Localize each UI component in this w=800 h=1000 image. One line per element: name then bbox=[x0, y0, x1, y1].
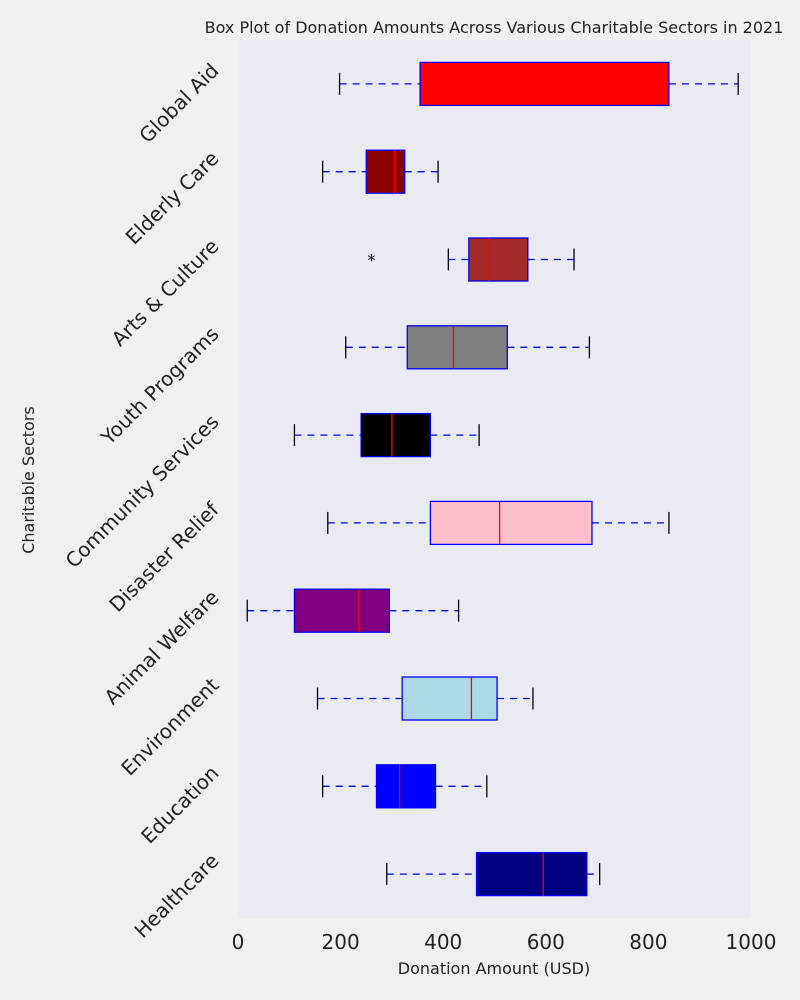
plot-area bbox=[238, 40, 751, 918]
chart-title: Box Plot of Donation Amounts Across Vari… bbox=[205, 18, 784, 37]
iqr-box-elderly-care bbox=[365, 149, 406, 194]
chart-marks: * bbox=[246, 61, 739, 897]
iqr-box-community-services bbox=[360, 412, 432, 458]
box-arts-culture: * bbox=[367, 237, 575, 282]
x-tick-label: 600 bbox=[527, 930, 565, 954]
x-tick-label: 400 bbox=[424, 930, 462, 954]
box-healthcare bbox=[386, 851, 601, 897]
y-axis-label: Charitable Sectors bbox=[19, 406, 38, 554]
box-youth-programs bbox=[345, 325, 591, 370]
x-axis-label: Donation Amount (USD) bbox=[398, 959, 590, 978]
box-animal-welfare bbox=[246, 588, 460, 633]
box-environment bbox=[316, 676, 534, 721]
iqr-box-animal-welfare bbox=[293, 588, 390, 633]
iqr-box-youth-programs bbox=[406, 325, 508, 370]
box-elderly-care bbox=[321, 149, 439, 194]
x-tick-label: 0 bbox=[232, 930, 245, 954]
iqr-box-arts-culture bbox=[468, 237, 529, 282]
iqr-box-education bbox=[375, 764, 437, 809]
flier-arts-culture-0: * bbox=[367, 251, 375, 270]
iqr-box-healthcare bbox=[475, 851, 588, 897]
iqr-box-environment bbox=[401, 676, 498, 721]
box-community-services bbox=[293, 412, 480, 458]
iqr-box-global-aid bbox=[419, 61, 670, 107]
x-tick-labels: 0 200 400 600 800 1000 bbox=[232, 930, 777, 954]
box-global-aid bbox=[338, 61, 739, 107]
x-tick-label: 1000 bbox=[726, 930, 777, 954]
box-disaster-relief bbox=[327, 500, 670, 546]
iqr-box-disaster-relief bbox=[429, 500, 593, 546]
x-tick-label: 200 bbox=[322, 930, 360, 954]
x-tick-label: 800 bbox=[629, 930, 667, 954]
box-education bbox=[321, 764, 488, 809]
